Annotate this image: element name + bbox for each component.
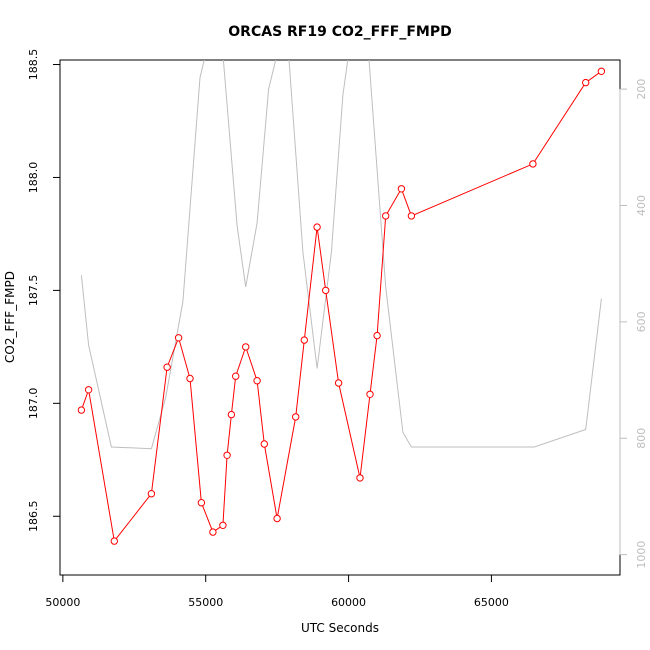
data-point bbox=[163, 363, 171, 371]
series-layer bbox=[77, 60, 606, 545]
data-point bbox=[147, 490, 156, 498]
data-point bbox=[313, 223, 321, 231]
series-red bbox=[77, 67, 606, 545]
data-point bbox=[366, 390, 374, 398]
grey-series-line bbox=[80, 60, 602, 450]
data-point bbox=[223, 451, 231, 459]
data-point bbox=[232, 372, 240, 380]
data-point bbox=[260, 440, 268, 448]
y2-tick-label: 200 bbox=[635, 79, 648, 100]
data-point bbox=[219, 521, 227, 529]
y-tick-label: 188.5 bbox=[27, 49, 40, 81]
y2-axis: 200 400 600 800 1000 bbox=[619, 79, 648, 569]
series-grey bbox=[80, 60, 602, 450]
data-point bbox=[373, 331, 381, 340]
data-point bbox=[186, 374, 194, 383]
y-tick-label: 187.0 bbox=[27, 388, 40, 420]
data-point bbox=[174, 334, 183, 342]
red-series-line bbox=[80, 70, 602, 543]
data-point bbox=[292, 413, 300, 421]
data-point bbox=[407, 212, 416, 220]
data-point bbox=[110, 537, 119, 545]
y2-tick-label: 800 bbox=[635, 428, 648, 449]
data-point bbox=[529, 160, 537, 168]
data-point bbox=[582, 78, 590, 87]
y-tick-label: 188.0 bbox=[27, 162, 40, 194]
data-point bbox=[253, 377, 261, 385]
data-point bbox=[334, 379, 343, 387]
y-tick-label: 187.5 bbox=[27, 275, 40, 307]
data-point bbox=[322, 286, 330, 295]
data-point bbox=[197, 499, 206, 507]
data-point bbox=[597, 67, 606, 76]
data-point bbox=[273, 514, 281, 523]
data-point bbox=[227, 410, 236, 419]
data-point bbox=[209, 528, 217, 536]
data-point bbox=[84, 386, 93, 394]
y2-tick-label: 1000 bbox=[635, 541, 648, 569]
y-axis: 186.5 187.0 187.5 188.0 188.5 bbox=[27, 49, 61, 533]
x-tick-label: 60000 bbox=[331, 596, 366, 609]
x-axis-label: UTC Seconds bbox=[301, 621, 379, 635]
data-point bbox=[242, 343, 250, 351]
data-point bbox=[300, 336, 308, 344]
x-tick-label: 55000 bbox=[188, 596, 223, 609]
data-point bbox=[356, 474, 364, 482]
chart-title: ORCAS RF19 CO2_FFF_FMPD bbox=[228, 24, 451, 40]
y-tick-label: 186.5 bbox=[27, 501, 40, 533]
data-point bbox=[77, 406, 86, 414]
x-tick-label: 50000 bbox=[45, 596, 80, 609]
x-tick-label: 65000 bbox=[474, 596, 509, 609]
data-point bbox=[382, 212, 390, 220]
y2-tick-label: 400 bbox=[635, 195, 648, 216]
y-axis-label: CO2_FFF_FMPD bbox=[3, 271, 17, 363]
x-axis: 50000 55000 60000 65000 bbox=[45, 574, 509, 609]
y2-tick-label: 600 bbox=[635, 311, 648, 332]
data-point bbox=[397, 185, 406, 193]
